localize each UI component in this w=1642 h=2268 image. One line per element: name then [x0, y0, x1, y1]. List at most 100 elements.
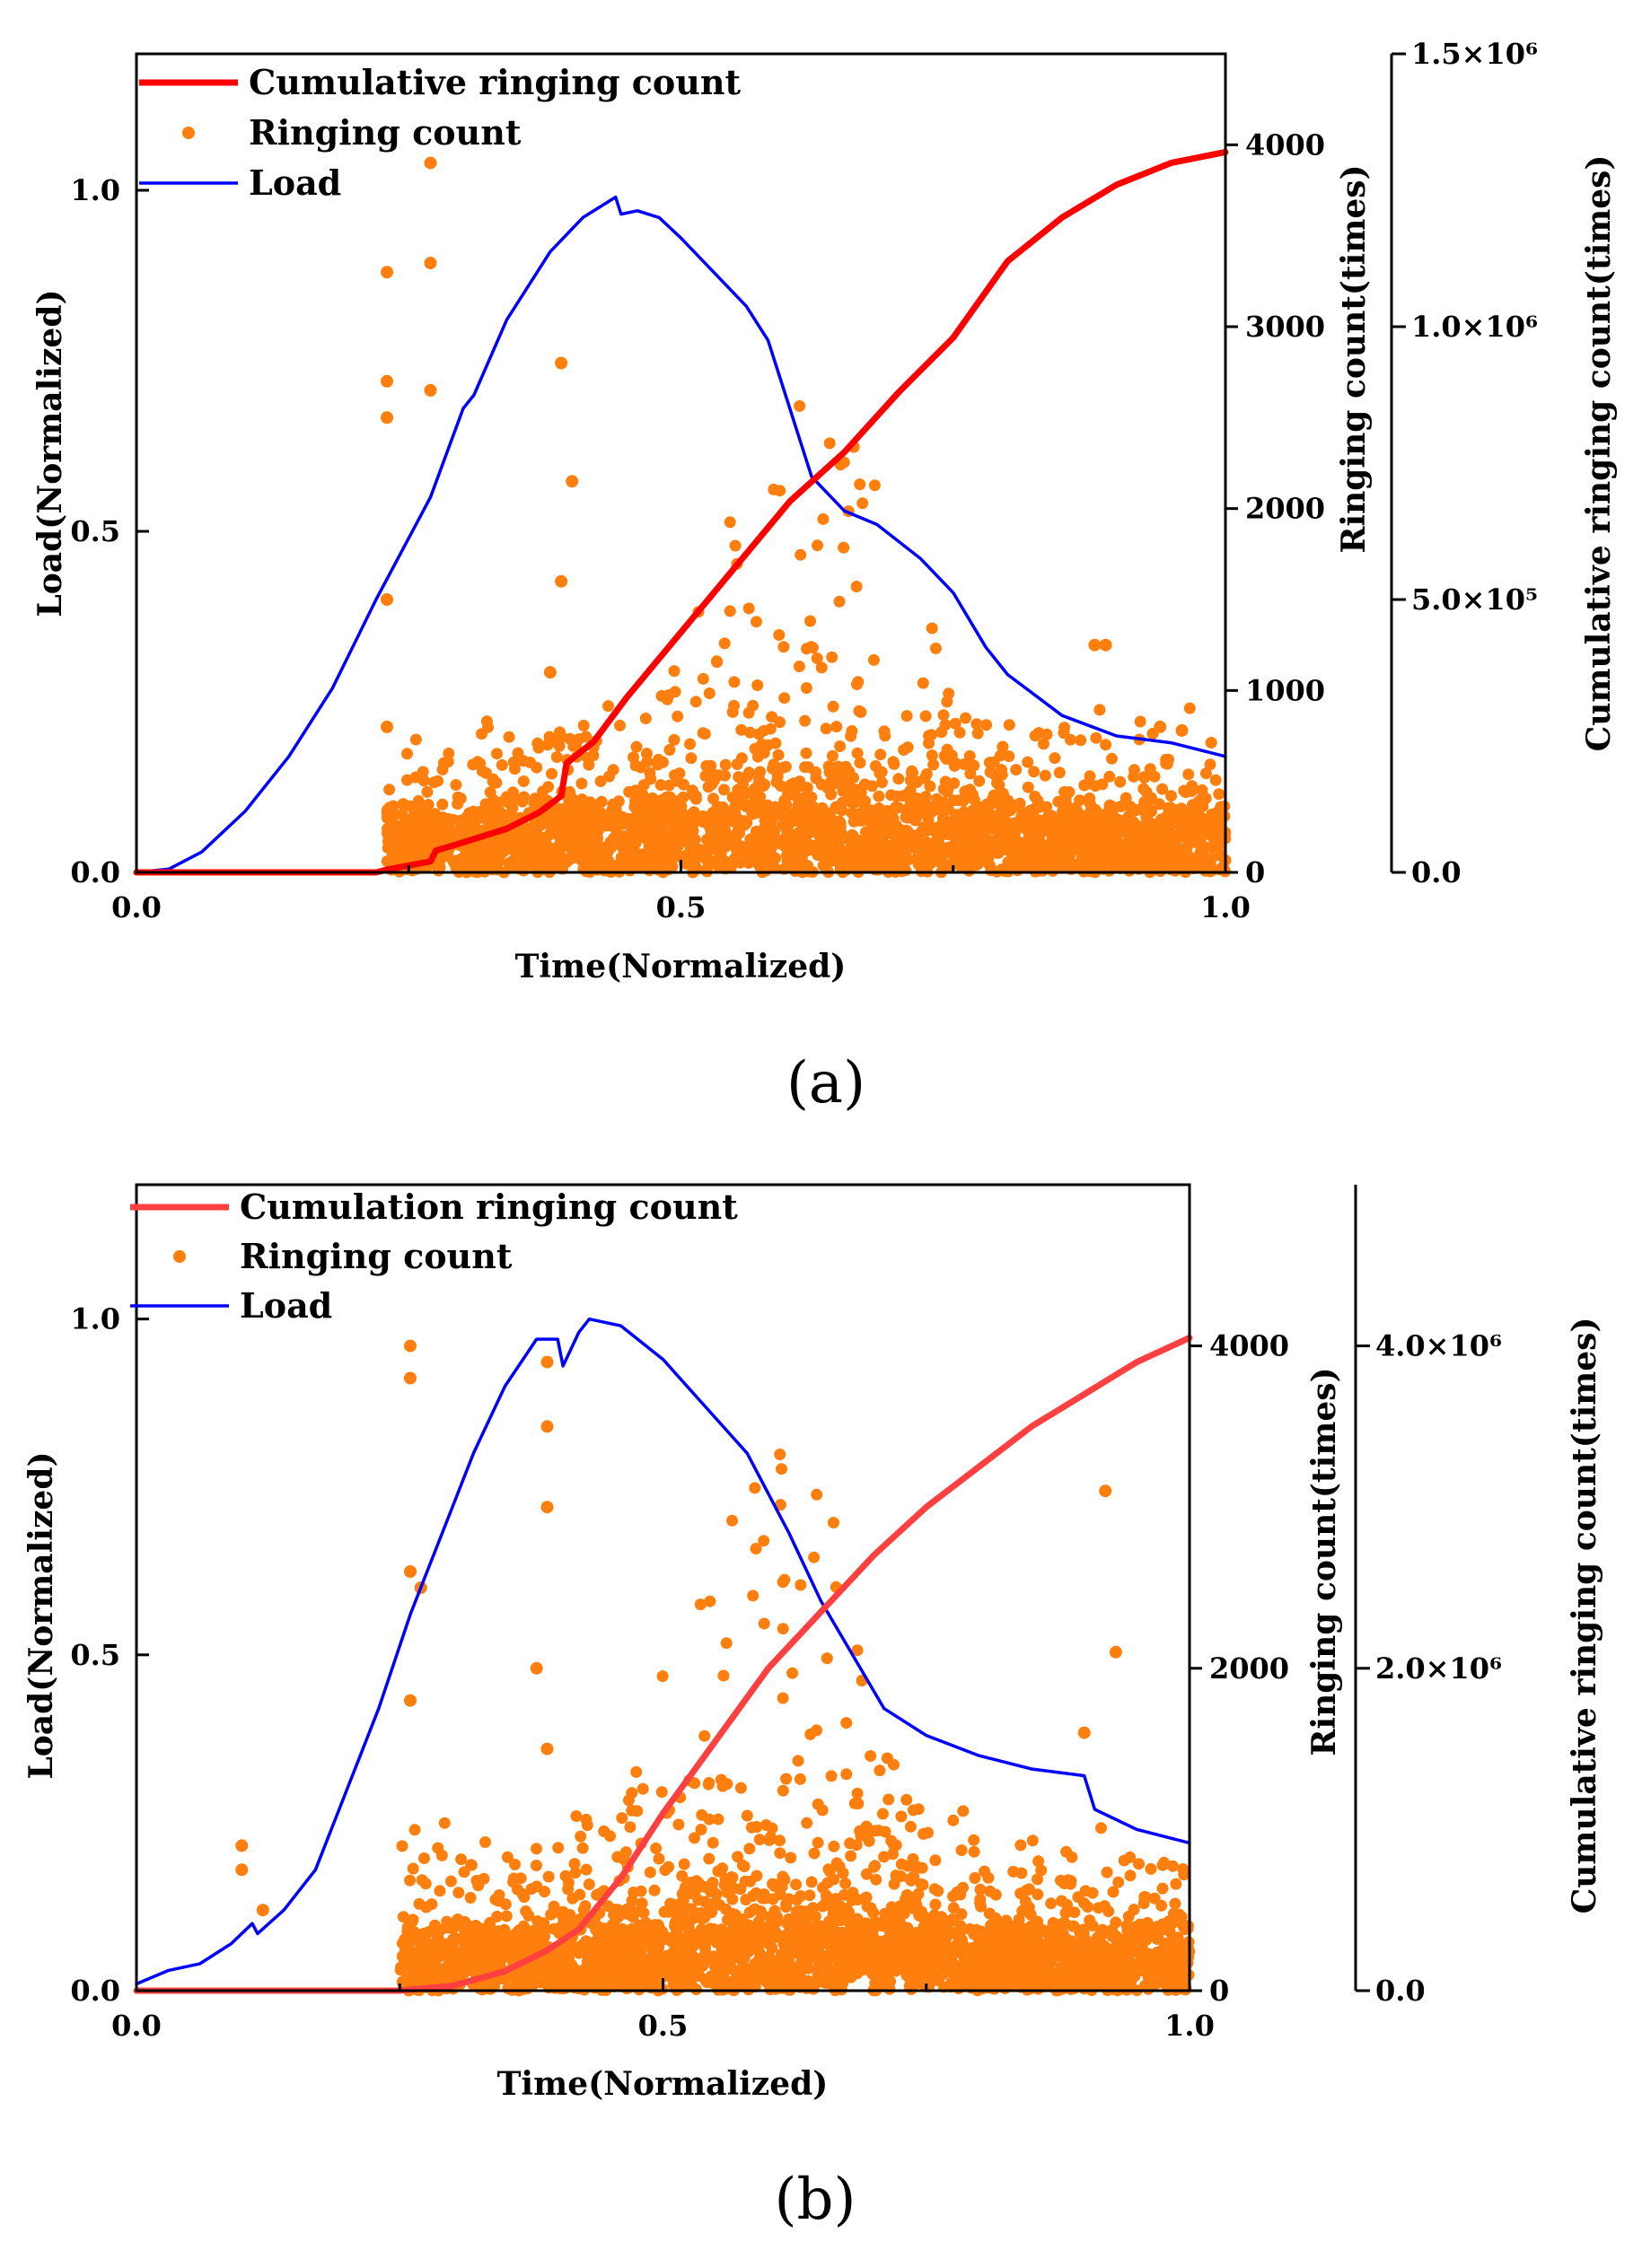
- ringing-count-point: [946, 1913, 959, 1926]
- ringing-count-point: [663, 779, 675, 792]
- ringing-count-point: [905, 1874, 918, 1887]
- ringing-count-point: [888, 825, 900, 837]
- right-axis-title-a: Cumulative ringing count(times): [1580, 155, 1618, 752]
- ringing-count-point: [1022, 862, 1033, 874]
- legend-swatch: [182, 127, 195, 139]
- ringing-count-point: [926, 749, 938, 762]
- ringing-count-point: [795, 548, 807, 561]
- ringing-count-point: [929, 1898, 942, 1911]
- ringing-count-point: [669, 814, 681, 827]
- ringing-count-point: [416, 1874, 428, 1887]
- ringing-count-point: [507, 756, 520, 768]
- ringing-count-point: [629, 784, 642, 797]
- ringing-count-point: [683, 828, 696, 840]
- ringing-count-point: [899, 1893, 911, 1905]
- ringing-count-point: [383, 784, 396, 796]
- ringing-count-point: [874, 1948, 887, 1960]
- ringing-count-point: [887, 756, 900, 768]
- ringing-count-point: [503, 731, 515, 743]
- ringing-count-point: [500, 1910, 513, 1922]
- ringing-count-point: [381, 807, 393, 819]
- ringing-count-point: [845, 730, 857, 742]
- ringing-count-point: [577, 845, 589, 858]
- ringing-count-point: [820, 722, 832, 735]
- ringing-count-point: [955, 1844, 968, 1856]
- ringing-count-point: [590, 1923, 602, 1936]
- load-line: [135, 195, 1227, 874]
- ringing-count-point: [749, 1903, 761, 1915]
- ringing-count-point: [470, 1874, 483, 1887]
- ringing-count-point: [1069, 1977, 1082, 1990]
- ringing-count-point: [402, 852, 415, 864]
- ringing-count-point: [1202, 861, 1215, 873]
- ringing-count-point: [418, 820, 430, 833]
- ringing-count-point: [745, 1821, 758, 1834]
- ringing-count-point: [1137, 783, 1150, 795]
- ringing-count-point: [747, 1589, 760, 1602]
- ringing-count-point: [840, 1717, 853, 1729]
- ringing-count-point: [1058, 722, 1071, 734]
- ringing-count-point: [777, 641, 790, 653]
- ringing-count-point: [937, 783, 950, 795]
- ringing-count-point: [763, 1834, 776, 1846]
- ringing-count-point: [644, 1866, 656, 1878]
- ringing-count-point: [888, 1758, 900, 1771]
- ringing-count-point: [941, 696, 953, 708]
- ringing-count-point: [902, 840, 915, 853]
- ringing-count-point: [825, 1964, 838, 1976]
- ringing-count-point: [822, 807, 835, 819]
- ringing-count-point: [1049, 752, 1061, 765]
- ringing-count-point: [525, 1883, 538, 1896]
- ringing-count-point: [1076, 823, 1088, 835]
- ringing-count-point: [902, 854, 915, 866]
- ringing-count-point: [743, 1925, 756, 1938]
- ringing-count-point: [668, 1949, 681, 1961]
- ringing-count-point: [994, 807, 1006, 819]
- ringing-count-point: [594, 775, 607, 787]
- ringing-count-point: [720, 1903, 732, 1915]
- ringing-count-point: [777, 1784, 789, 1797]
- ringing-count-point: [1063, 786, 1076, 798]
- ringing-count-point: [554, 848, 566, 861]
- ringing-count-point: [815, 661, 828, 674]
- ringing-count-point: [1158, 1856, 1171, 1869]
- ringing-count-point: [1027, 832, 1040, 845]
- ringing-count-point: [634, 1947, 645, 1959]
- ringing-count-point: [736, 795, 749, 808]
- ringing-count-point: [410, 830, 423, 843]
- ringing-count-point: [777, 1623, 789, 1635]
- ringing-count-point: [1181, 841, 1193, 854]
- ringing-count-point: [542, 781, 555, 793]
- ringing-count-point: [1037, 738, 1049, 750]
- ringing-count-point: [1042, 810, 1055, 822]
- ringing-count-point: [773, 629, 786, 641]
- ringing-count-point: [718, 637, 731, 650]
- ringing-count-point: [860, 826, 872, 838]
- ringing-count-point: [802, 789, 814, 801]
- ringing-count-outlier: [1088, 638, 1102, 652]
- left-axis-title-a: Load(Normalized): [31, 289, 69, 617]
- ringing-count-point: [1118, 848, 1130, 861]
- ringing-count-point: [482, 721, 494, 733]
- ringing-count-point: [697, 727, 709, 740]
- ringing-count-point: [520, 1905, 532, 1917]
- ringing-count-point: [774, 485, 786, 497]
- ringing-count-point: [767, 762, 779, 775]
- ringing-count-point: [997, 740, 1009, 753]
- ringing-count-point: [859, 850, 871, 863]
- ringing-count-point: [851, 679, 863, 690]
- ringing-count-point: [685, 752, 698, 765]
- ringing-count-point: [564, 785, 575, 798]
- ringing-count-point: [954, 1888, 967, 1901]
- ringing-count-point: [479, 1836, 491, 1848]
- ringing-count-point: [875, 766, 888, 778]
- ringing-count-point: [1205, 737, 1217, 749]
- ringing-count-point: [840, 1768, 853, 1781]
- ringing-count-point: [906, 765, 918, 777]
- ringing-count-point: [1183, 702, 1196, 714]
- ringing-count-point: [983, 1907, 996, 1920]
- ringing-count-point: [1130, 1925, 1143, 1937]
- ringing-count-point: [930, 1974, 943, 1986]
- ringing-count-point: [749, 1482, 761, 1494]
- chart-panel-a: 0.0 0.5 1.00.00.51.0010002000300040000.05.…: [31, 37, 1618, 1116]
